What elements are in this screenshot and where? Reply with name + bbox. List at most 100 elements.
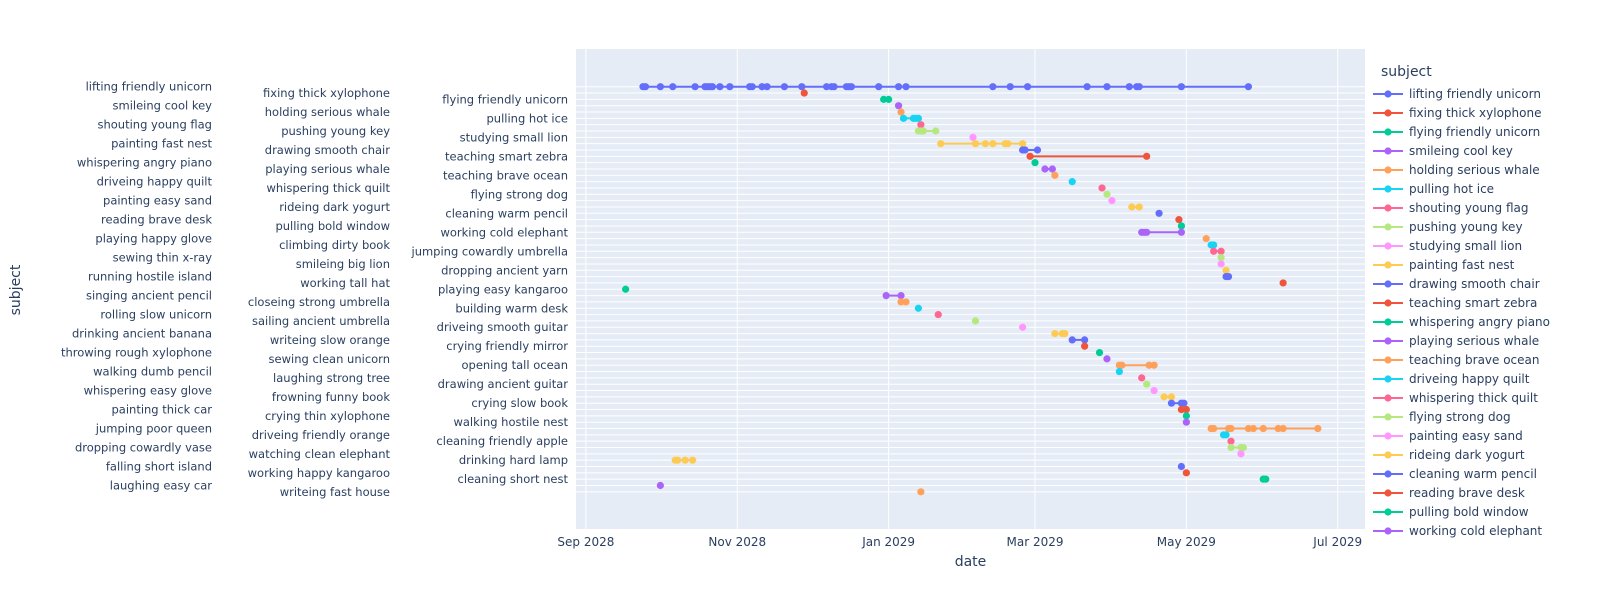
data-point[interactable] bbox=[1180, 399, 1188, 407]
data-point[interactable] bbox=[1160, 393, 1168, 401]
data-point[interactable] bbox=[1279, 279, 1287, 287]
data-point[interactable] bbox=[1210, 241, 1218, 249]
data-point[interactable] bbox=[1224, 273, 1233, 281]
data-point[interactable] bbox=[1143, 380, 1151, 388]
data-point[interactable] bbox=[1279, 424, 1287, 433]
legend-item[interactable]: flying strong dog bbox=[1373, 410, 1511, 424]
data-point[interactable] bbox=[914, 304, 922, 312]
data-point[interactable] bbox=[1222, 266, 1230, 274]
data-point[interactable] bbox=[1081, 336, 1089, 344]
data-point[interactable] bbox=[748, 83, 756, 91]
data-point[interactable] bbox=[1125, 83, 1133, 91]
legend-item[interactable]: smileing cool key bbox=[1373, 144, 1513, 158]
data-point[interactable] bbox=[1103, 190, 1111, 198]
data-point[interactable] bbox=[1175, 216, 1183, 224]
legend-item[interactable]: fixing thick xylophone bbox=[1373, 106, 1541, 120]
data-point[interactable] bbox=[1026, 152, 1034, 160]
data-point[interactable] bbox=[1227, 437, 1235, 445]
data-point[interactable] bbox=[914, 114, 922, 122]
legend-item[interactable]: reading brave desk bbox=[1373, 486, 1525, 500]
data-point[interactable] bbox=[830, 83, 838, 91]
data-point[interactable] bbox=[1274, 424, 1282, 433]
data-point[interactable] bbox=[1217, 254, 1225, 262]
data-point[interactable] bbox=[932, 127, 940, 135]
data-point[interactable] bbox=[763, 83, 771, 91]
data-point[interactable] bbox=[1135, 203, 1143, 211]
data-point[interactable] bbox=[989, 83, 997, 91]
data-point[interactable] bbox=[902, 298, 910, 306]
data-point[interactable] bbox=[899, 114, 908, 122]
data-point[interactable] bbox=[1095, 348, 1104, 357]
legend[interactable]: lifting friendly unicorn fixing thick xyl… bbox=[1373, 87, 1550, 538]
data-point[interactable] bbox=[656, 83, 664, 91]
data-point[interactable] bbox=[1103, 355, 1111, 363]
legend-item[interactable]: holding serious whale bbox=[1373, 163, 1540, 177]
data-point[interactable] bbox=[1182, 412, 1190, 420]
data-point[interactable] bbox=[1177, 462, 1185, 471]
legend-item[interactable]: painting easy sand bbox=[1373, 429, 1523, 443]
data-point[interactable] bbox=[669, 83, 677, 91]
data-point[interactable] bbox=[885, 95, 893, 103]
data-point[interactable] bbox=[1182, 469, 1190, 477]
data-point[interactable] bbox=[981, 140, 989, 148]
data-point[interactable] bbox=[897, 298, 905, 306]
legend-item[interactable]: working cold elephant bbox=[1373, 524, 1542, 538]
data-point[interactable] bbox=[1227, 424, 1235, 433]
data-point[interactable] bbox=[1048, 165, 1056, 173]
data-point[interactable] bbox=[1202, 235, 1210, 243]
data-point[interactable] bbox=[641, 83, 650, 91]
data-point[interactable] bbox=[1061, 329, 1069, 338]
data-point[interactable] bbox=[798, 83, 806, 91]
data-point[interactable] bbox=[1143, 152, 1151, 160]
data-point[interactable] bbox=[1083, 83, 1091, 91]
data-point[interactable] bbox=[1145, 361, 1153, 369]
data-point[interactable] bbox=[1128, 203, 1136, 211]
data-point[interactable] bbox=[1068, 336, 1076, 344]
legend-item[interactable]: pushing young key bbox=[1373, 220, 1523, 234]
data-point[interactable] bbox=[1068, 178, 1076, 186]
data-point[interactable] bbox=[1115, 367, 1123, 376]
data-point[interactable] bbox=[1237, 450, 1245, 458]
data-point[interactable] bbox=[1143, 228, 1151, 236]
data-point[interactable] bbox=[1182, 405, 1190, 414]
data-point[interactable] bbox=[726, 83, 734, 91]
data-point[interactable] bbox=[1081, 342, 1089, 350]
data-point[interactable] bbox=[656, 481, 664, 490]
data-point[interactable] bbox=[1314, 424, 1322, 433]
data-point[interactable] bbox=[880, 95, 888, 103]
data-point[interactable] bbox=[969, 133, 977, 141]
data-point[interactable] bbox=[1004, 140, 1012, 148]
data-point[interactable] bbox=[847, 83, 856, 91]
data-point[interactable] bbox=[919, 127, 927, 135]
data-point[interactable] bbox=[1006, 83, 1014, 91]
data-point[interactable] bbox=[1135, 83, 1143, 91]
data-point[interactable] bbox=[822, 83, 831, 91]
data-point[interactable] bbox=[1150, 361, 1158, 369]
legend-item[interactable]: whispering thick quilt bbox=[1373, 391, 1538, 405]
legend-item[interactable]: playing serious whale bbox=[1373, 334, 1539, 348]
data-point[interactable] bbox=[1051, 171, 1059, 179]
data-point[interactable] bbox=[894, 83, 903, 91]
data-point[interactable] bbox=[917, 121, 925, 129]
data-point[interactable] bbox=[1108, 197, 1116, 205]
data-point[interactable] bbox=[1177, 222, 1185, 230]
legend-item[interactable]: teaching brave ocean bbox=[1373, 353, 1540, 367]
data-point[interactable] bbox=[1259, 424, 1267, 433]
data-point[interactable] bbox=[1031, 159, 1039, 167]
data-point[interactable] bbox=[897, 108, 905, 116]
data-point[interactable] bbox=[1041, 165, 1049, 173]
data-point[interactable] bbox=[1033, 146, 1042, 154]
data-point[interactable] bbox=[1150, 386, 1158, 395]
data-point[interactable] bbox=[1177, 83, 1185, 91]
data-point[interactable] bbox=[1244, 83, 1252, 91]
legend-item[interactable]: teaching smart zebra bbox=[1373, 296, 1537, 310]
data-point[interactable] bbox=[1210, 247, 1218, 255]
data-point[interactable] bbox=[1227, 443, 1235, 452]
legend-item[interactable]: pulling bold window bbox=[1373, 505, 1529, 519]
data-point[interactable] bbox=[1138, 374, 1146, 382]
data-point[interactable] bbox=[1222, 431, 1230, 439]
legend-item[interactable]: driveing happy quilt bbox=[1373, 372, 1530, 386]
data-point[interactable] bbox=[1177, 228, 1185, 236]
legend-item[interactable]: drawing smooth chair bbox=[1373, 277, 1540, 291]
data-point[interactable] bbox=[758, 83, 766, 91]
